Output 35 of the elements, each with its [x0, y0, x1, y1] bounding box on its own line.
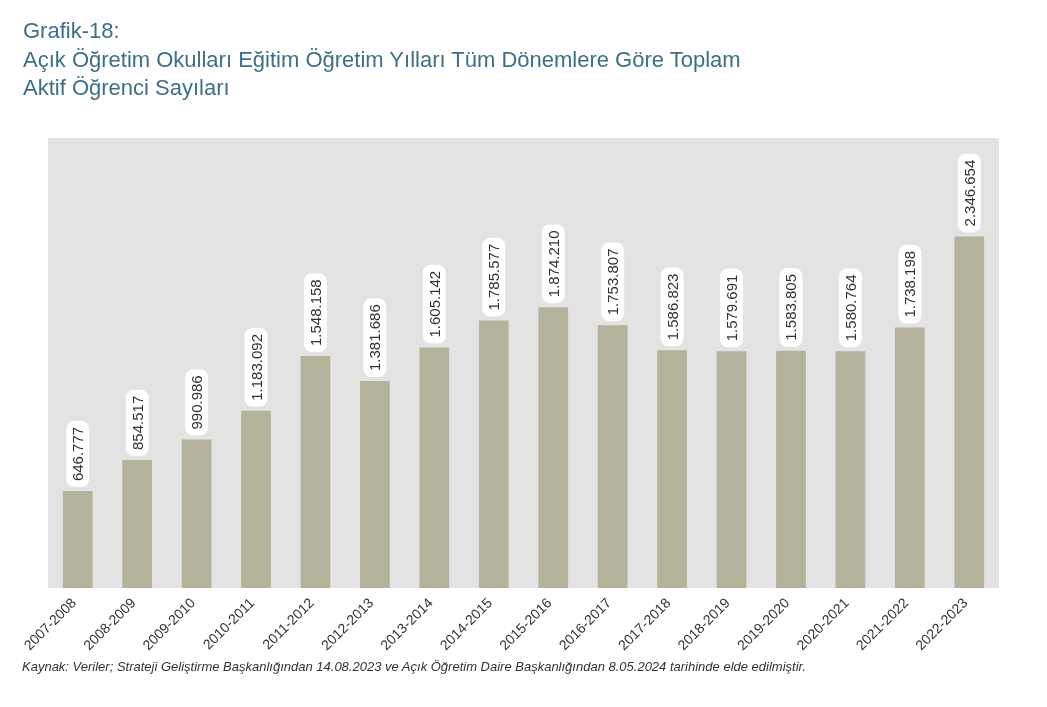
- bar: [478, 320, 509, 588]
- data-label: 854.517: [128, 395, 146, 450]
- data-label: 2.346.654: [960, 159, 978, 227]
- data-label: 1.785.577: [485, 243, 503, 311]
- data-label: 1.753.807: [604, 248, 622, 316]
- data-label: 1.874.210: [544, 230, 562, 298]
- bar: [954, 236, 985, 588]
- bar: [657, 350, 687, 588]
- chart-subtitle: Açık Öğretim Okulları Eğitim Öğretim Yılları Tüm Dönemlere Göre Toplam Aktif Öğrenci Sayıları: [23, 46, 741, 100]
- bar: [716, 351, 747, 588]
- chart-title: Grafik-18:: [23, 17, 120, 43]
- bar: [360, 381, 390, 588]
- data-label: 1.183.092: [247, 334, 265, 401]
- data-label: 1.586.823: [663, 273, 681, 341]
- data-label: 1.579.691: [723, 274, 741, 342]
- data-label: 1.548.158: [306, 279, 324, 347]
- data-label: 1.583.805: [782, 273, 800, 341]
- bar: [776, 350, 806, 588]
- bar: [241, 410, 271, 588]
- data-label: 1.605.142: [425, 270, 443, 338]
- data-label: 646.777: [69, 426, 87, 482]
- bar: [597, 325, 628, 588]
- data-label: 1.381.686: [366, 304, 384, 371]
- bar: [419, 347, 450, 588]
- bar: [181, 439, 212, 588]
- text: Kaynak: Veriler; Strateji Geliştirme Başkanlığından 14.08.2023 ve Açık Öğretim Daire Başkanlığından 8.05.2024 tarihinde elde edilmiştir.: [22, 659, 807, 674]
- data-label: 1.580.764: [841, 274, 859, 342]
- bar: [62, 491, 93, 588]
- data-label: 1.738.198: [901, 250, 919, 318]
- bar: [300, 356, 331, 588]
- data-label: 990.986: [188, 375, 206, 430]
- bar: [122, 459, 153, 588]
- bar: [894, 327, 925, 588]
- bar: [835, 351, 866, 588]
- bar: [538, 307, 569, 588]
